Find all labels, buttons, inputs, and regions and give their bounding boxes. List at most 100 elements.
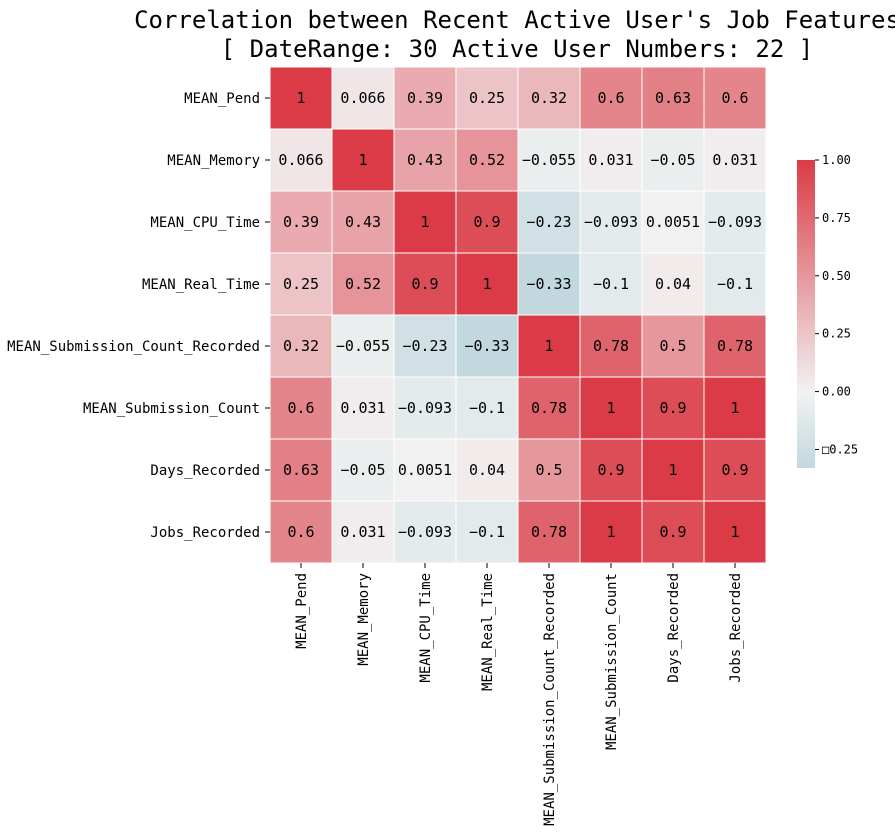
heatmap-cell-label-r0-c1: 0.066 — [340, 89, 385, 107]
heatmap-cell-r7-c7 — [703, 500, 767, 564]
heatmap-cell-label-r2-c6: 0.0051 — [646, 213, 700, 231]
heatmap-cell-r1-c3 — [455, 128, 519, 192]
heatmap-cell-label-r4-c4: 1 — [544, 337, 553, 355]
heatmap-cell-r2-c4 — [517, 190, 581, 254]
heatmap-cell-label-r2-c5: −0.093 — [584, 213, 638, 231]
heatmap-cell-label-r7-c1: 0.031 — [340, 523, 385, 541]
heatmap-cell-label-r3-c5: −0.1 — [593, 275, 629, 293]
heatmap-cell-label-r3-c4: −0.33 — [526, 275, 571, 293]
heatmap-cell-label-r1-c7: 0.031 — [712, 151, 757, 169]
colorbar-tick-label: 0.50 — [822, 269, 851, 283]
heatmap-cell-label-r2-c4: −0.23 — [526, 213, 571, 231]
heatmap-cell-label-r7-c7: 1 — [730, 523, 739, 541]
heatmap-cell-label-r2-c1: 0.43 — [345, 213, 381, 231]
heatmap-cell-label-r5-c1: 0.031 — [340, 399, 385, 417]
heatmap-cell-r3-c4 — [517, 252, 581, 316]
heatmap-cell-r5-c2 — [393, 376, 457, 440]
heatmap-cell-r6-c1 — [331, 438, 395, 502]
row-tick-labels: MEAN_Pend MEAN_Memory MEAN_CPU_Time MEAN_Re… — [7, 91, 270, 541]
heatmap-cell-label-r3-c0: 0.25 — [283, 275, 319, 293]
heatmap-cell-r2-c3 — [455, 190, 519, 254]
colorbar-tick-label: 0.00 — [822, 385, 851, 399]
heatmap-cell-r1-c1 — [331, 128, 395, 192]
heatmap-cell-label-r4-c1: −0.055 — [336, 337, 390, 355]
heatmap-cell-r7-c4 — [517, 500, 581, 564]
heatmap-cell-label-r4-c2: −0.23 — [402, 337, 447, 355]
heatmap-cell-label-r6-c5: 0.9 — [597, 461, 624, 479]
heatmap-cell-label-r0-c2: 0.39 — [407, 89, 443, 107]
heatmap-cell-label-r6-c0: 0.63 — [283, 461, 319, 479]
heatmap-cell-label-r5-c0: 0.6 — [287, 399, 314, 417]
heatmap-cell-label-r7-c3: −0.1 — [469, 523, 505, 541]
heatmap-cell-label-r3-c7: −0.1 — [717, 275, 753, 293]
heatmap-cell-label-r7-c4: 0.78 — [531, 523, 567, 541]
heatmap-cell-r3-c0 — [269, 252, 333, 316]
row-label-mean-submission-count: MEAN_Submission_Count — [83, 401, 260, 417]
heatmap-cell-r3-c2 — [393, 252, 457, 316]
row-label-mean-cpu-time: MEAN_CPU_Time — [150, 215, 260, 231]
heatmap-cell-label-r3-c1: 0.52 — [345, 275, 381, 293]
heatmap-cell-r0-c7 — [703, 66, 767, 130]
heatmap-cell-label-r1-c0: 0.066 — [278, 151, 323, 169]
heatmap-cell-r6-c7 — [703, 438, 767, 502]
heatmap-cell-label-r1-c3: 0.52 — [469, 151, 505, 169]
heatmap-cell-r2-c5 — [579, 190, 643, 254]
column-label-mean-real-time: MEAN_Real_Time — [480, 573, 496, 691]
heatmap-cells: 1 0.066 0.39 0.25 0.32 0.6 0.63 0.6 0.066 1 0.43 0.… — [269, 66, 767, 564]
colorbar-tick-label: 1.00 — [822, 153, 851, 167]
chart-title-line-2: [ DateRange: 30 Active User Numbers: 22 … — [221, 35, 813, 63]
colorbar: 1.00 0.75 0.50 0.25 0.00 □0.25 — [797, 153, 858, 468]
heatmap-cell-label-r5-c4: 0.78 — [531, 399, 567, 417]
heatmap-cell-label-r1-c6: −0.05 — [650, 151, 695, 169]
heatmap-cell-label-r7-c5: 1 — [606, 523, 615, 541]
heatmap-cell-r4-c3 — [455, 314, 519, 378]
heatmap-cell-label-r3-c2: 0.9 — [411, 275, 438, 293]
heatmap-cell-label-r6-c1: −0.05 — [340, 461, 385, 479]
heatmap-cell-r6-c4 — [517, 438, 581, 502]
heatmap-cell-label-r2-c3: 0.9 — [473, 213, 500, 231]
heatmap-cell-r6-c2 — [393, 438, 457, 502]
heatmap-cell-label-r5-c2: −0.093 — [398, 399, 452, 417]
heatmap-cell-label-r7-c0: 0.6 — [287, 523, 314, 541]
heatmap-cell-label-r4-c0: 0.32 — [283, 337, 319, 355]
heatmap-cell-r5-c5 — [579, 376, 643, 440]
heatmap-cell-r3-c3 — [455, 252, 519, 316]
column-label-mean-memory: MEAN_Memory — [356, 573, 372, 666]
row-label-days-recorded: Days_Recorded — [150, 463, 260, 479]
heatmap-cell-r2-c1 — [331, 190, 395, 254]
heatmap-cell-label-r6-c2: 0.0051 — [398, 461, 452, 479]
column-label-jobs-recorded: Jobs_Recorded — [728, 573, 744, 683]
heatmap-cell-r2-c2 — [393, 190, 457, 254]
heatmap-cell-r7-c2 — [393, 500, 457, 564]
heatmap-cell-r0-c1 — [331, 66, 395, 130]
heatmap-cell-r6-c6 — [641, 438, 705, 502]
heatmap-cell-label-r6-c7: 0.9 — [721, 461, 748, 479]
heatmap-cell-label-r0-c0: 1 — [296, 89, 305, 107]
heatmap-cell-label-r0-c3: 0.25 — [469, 89, 505, 107]
heatmap-cell-r2-c6 — [641, 190, 705, 254]
heatmap-cell-r6-c0 — [269, 438, 333, 502]
heatmap-cell-label-r6-c6: 1 — [668, 461, 677, 479]
heatmap-cell-label-r5-c7: 1 — [730, 399, 739, 417]
heatmap-cell-r5-c4 — [517, 376, 581, 440]
heatmap-cell-r4-c6 — [641, 314, 705, 378]
heatmap-cell-r4-c4 — [517, 314, 581, 378]
column-tick-labels: MEAN_Pend MEAN_Memory MEAN_CPU_Time MEAN_Re… — [294, 563, 744, 826]
heatmap-cell-label-r5-c6: 0.9 — [659, 399, 686, 417]
heatmap-cell-r3-c6 — [641, 252, 705, 316]
heatmap-cell-label-r0-c7: 0.6 — [721, 89, 748, 107]
heatmap-cell-r2-c7 — [703, 190, 767, 254]
heatmap-cell-r4-c7 — [703, 314, 767, 378]
heatmap-cell-label-r4-c3: −0.33 — [464, 337, 509, 355]
heatmap-cell-label-r1-c1: 1 — [358, 151, 367, 169]
heatmap-cell-r0-c5 — [579, 66, 643, 130]
column-label-days-recorded: Days_Recorded — [666, 573, 682, 683]
chart-title-line-1: Correlation between Recent Active User's… — [134, 6, 895, 34]
heatmap-cell-label-r0-c6: 0.63 — [655, 89, 691, 107]
heatmap-cell-label-r4-c5: 0.78 — [593, 337, 629, 355]
heatmap-cell-label-r5-c5: 1 — [606, 399, 615, 417]
column-label-mean-submission-count: MEAN_Submission_Count — [604, 573, 620, 750]
heatmap-cell-label-r2-c2: 1 — [420, 213, 429, 231]
heatmap-cell-label-r7-c2: −0.093 — [398, 523, 452, 541]
